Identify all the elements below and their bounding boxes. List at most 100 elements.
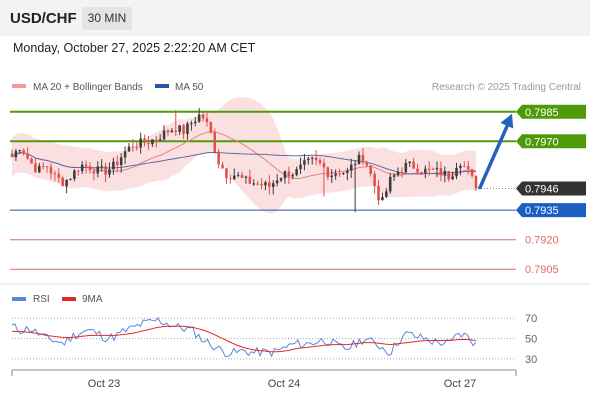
candle xyxy=(338,168,341,177)
candle xyxy=(38,162,41,174)
candle xyxy=(318,157,322,166)
candle xyxy=(353,160,357,213)
candle-body xyxy=(151,139,154,145)
candle-body xyxy=(170,130,174,133)
price-tag-0-7920: 0.7920 xyxy=(525,235,559,247)
candle-body xyxy=(244,176,248,178)
candle xyxy=(158,134,162,142)
candle xyxy=(147,136,150,150)
candle xyxy=(26,147,29,160)
candle xyxy=(155,135,158,148)
candle-body xyxy=(96,166,100,174)
candle xyxy=(131,138,135,152)
candle xyxy=(182,123,185,140)
candle xyxy=(30,157,33,164)
symbol-title: USD/CHF xyxy=(10,10,77,27)
candle xyxy=(314,150,318,165)
candle-body xyxy=(295,169,298,176)
candle xyxy=(22,148,25,156)
rsi-ma-line xyxy=(12,325,477,353)
candle xyxy=(260,178,263,190)
candle xyxy=(18,149,22,154)
candle-body xyxy=(100,166,103,168)
candle-body xyxy=(22,150,25,154)
candle xyxy=(310,156,314,165)
candle-body xyxy=(73,170,76,179)
candle-body xyxy=(381,196,384,201)
candle-body xyxy=(240,174,244,178)
candle xyxy=(201,111,205,122)
candle-body xyxy=(303,160,306,165)
candle xyxy=(236,171,240,178)
price-tag-label: 0.7920 xyxy=(525,235,559,247)
candle-body xyxy=(119,157,123,165)
price-tag-0-7935: 0.7935 xyxy=(516,203,586,218)
price-tag-box xyxy=(516,203,586,218)
price-tag-label: 0.7935 xyxy=(525,205,559,217)
candle xyxy=(459,163,462,176)
top-bar: USD/CHF 30 MIN xyxy=(0,0,590,36)
chart-datetime: Monday, October 27, 2025 2:22:20 AM CET xyxy=(13,41,256,55)
candle-body xyxy=(439,168,443,176)
candle-body xyxy=(49,166,53,174)
price-tag-label: 0.7946 xyxy=(525,184,559,196)
candle xyxy=(299,157,302,175)
candle xyxy=(197,107,201,124)
candle xyxy=(326,166,330,181)
candle-body xyxy=(275,180,279,184)
candle-body xyxy=(88,166,92,171)
candle xyxy=(287,166,291,185)
candle-body xyxy=(193,121,197,124)
candle xyxy=(474,175,478,192)
rsi-line xyxy=(11,317,477,358)
candle xyxy=(400,167,404,178)
candle xyxy=(143,134,146,147)
candle xyxy=(295,166,298,177)
candle-body xyxy=(34,163,37,173)
timeframe-button[interactable]: 30 MIN xyxy=(82,7,132,30)
candle xyxy=(291,172,295,180)
candle-body xyxy=(174,130,178,132)
candle-body xyxy=(139,138,142,148)
candle-body xyxy=(112,161,115,170)
candle-body xyxy=(392,175,396,177)
candle-body xyxy=(299,164,302,170)
price-tags: 0.7985 0.7970 0.7946 0.7935 0.7920 0.7905 xyxy=(516,104,586,276)
candle xyxy=(334,169,337,180)
candle xyxy=(365,160,369,168)
candle xyxy=(271,180,275,195)
candle xyxy=(178,125,181,135)
candle xyxy=(408,161,411,167)
candle xyxy=(41,162,45,170)
candle-body xyxy=(57,173,61,178)
candle-body xyxy=(143,138,146,143)
candle xyxy=(151,139,154,148)
candle-body xyxy=(400,171,404,173)
candle xyxy=(392,173,396,181)
candle xyxy=(447,170,450,182)
candle-body xyxy=(271,183,275,187)
legend-label-rsi: RSI xyxy=(33,294,50,305)
candle-body xyxy=(38,166,41,173)
candle-body xyxy=(287,171,291,177)
candle-body xyxy=(412,161,415,169)
candle-body xyxy=(221,164,224,169)
candle xyxy=(377,179,380,206)
price-tag-label: 0.7970 xyxy=(525,136,559,148)
candle xyxy=(84,160,88,174)
candle-body xyxy=(353,164,357,166)
price-tag-box xyxy=(516,181,586,196)
forecast-arrow-head xyxy=(500,113,514,129)
candle xyxy=(65,179,68,194)
candle-body xyxy=(459,165,462,168)
candle-body xyxy=(201,114,205,119)
candle xyxy=(49,163,53,180)
candle xyxy=(104,162,107,183)
candle xyxy=(369,164,372,177)
candle-body xyxy=(182,125,185,134)
candle xyxy=(439,161,443,182)
candle xyxy=(244,175,248,184)
candle xyxy=(303,153,306,171)
candle xyxy=(170,128,174,133)
candle xyxy=(77,170,80,176)
